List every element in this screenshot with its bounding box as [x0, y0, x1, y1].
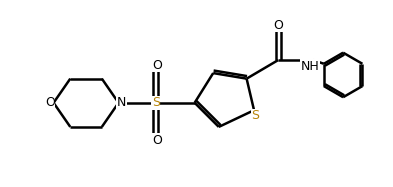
Text: S: S	[252, 109, 259, 122]
Text: O: O	[152, 59, 162, 72]
Text: S: S	[152, 96, 160, 109]
Text: O: O	[273, 19, 283, 32]
Text: NH: NH	[301, 59, 320, 73]
Text: N: N	[117, 96, 126, 109]
Text: O: O	[45, 96, 55, 109]
Text: O: O	[152, 134, 162, 147]
